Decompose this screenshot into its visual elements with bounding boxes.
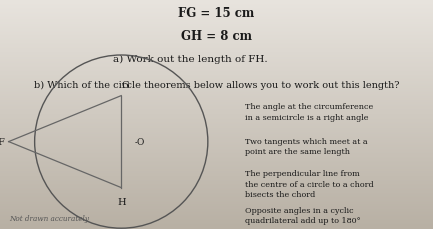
Text: Opposite angles in a cyclic
quadrilateral add up to 180°: Opposite angles in a cyclic quadrilatera… — [245, 206, 360, 224]
Text: b) Which of the circle theorems below allows you to work out this length?: b) Which of the circle theorems below al… — [34, 80, 399, 89]
Text: Not drawn accurately: Not drawn accurately — [9, 214, 89, 222]
Text: -O: -O — [134, 137, 145, 147]
Text: G: G — [122, 80, 129, 89]
Text: FG = 15 cm: FG = 15 cm — [178, 7, 255, 20]
Text: H: H — [117, 197, 126, 206]
Text: F: F — [0, 137, 4, 147]
Text: GH = 8 cm: GH = 8 cm — [181, 30, 252, 43]
Text: The perpendicular line from
the centre of a circle to a chord
bisects the chord: The perpendicular line from the centre o… — [245, 169, 373, 198]
Text: The angle at the circumference
in a semicircle is a right angle: The angle at the circumference in a semi… — [245, 103, 373, 121]
Text: a) Work out the length of FH.: a) Work out the length of FH. — [113, 55, 268, 64]
Text: Two tangents which meet at a
point are the same length: Two tangents which meet at a point are t… — [245, 137, 367, 156]
